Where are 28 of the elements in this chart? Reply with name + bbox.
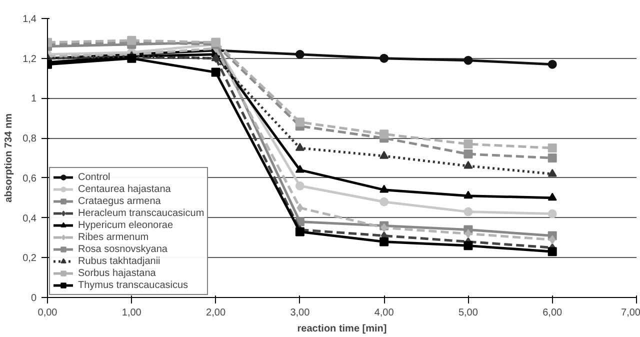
y-tick-label: 0,2 (22, 253, 37, 264)
legend-label: Crataegus armena (78, 195, 161, 207)
legend-label: Rosa sosnovskyana (78, 243, 168, 255)
y-axis-title: absorption 734 nm (4, 113, 15, 202)
x-axis-title: reaction time [min] (297, 324, 387, 334)
y-tick-label: 0,4 (22, 213, 37, 224)
legend-label: Control (78, 171, 110, 183)
x-tick-label: 1,00 (122, 308, 142, 318)
legend-label: Sorbus hajastana (78, 267, 156, 279)
y-tick-label: 1,2 (22, 54, 37, 65)
legend-label: Ribes armenum (78, 231, 149, 243)
legend-label: Rubus takhtadjanii (78, 255, 160, 267)
x-tick-label: 6,00 (542, 308, 563, 318)
x-tick-label: 5,00 (458, 308, 478, 318)
y-tick-label: 1,4 (22, 14, 37, 25)
legend-label: Hypericum eleonorae (78, 219, 174, 231)
y-tick-label: 0 (30, 293, 37, 304)
y-tick-label: 0,8 (22, 134, 37, 145)
x-tick-label: 2,00 (206, 308, 226, 318)
y-tick-label: 0,6 (22, 173, 37, 184)
legend-label: Thymus transcaucasicus (78, 279, 188, 291)
x-tick-label: 4,00 (374, 308, 394, 318)
y-tick-label: 1 (30, 94, 37, 105)
legend-label: Centaurea hajastana (78, 183, 171, 195)
x-tick-label: 7,00 (621, 308, 640, 318)
x-tick-label: 3,00 (290, 308, 310, 318)
legend-label: Heracleum transcaucasicum (78, 207, 204, 219)
x-tick-label: 0,00 (38, 308, 58, 318)
